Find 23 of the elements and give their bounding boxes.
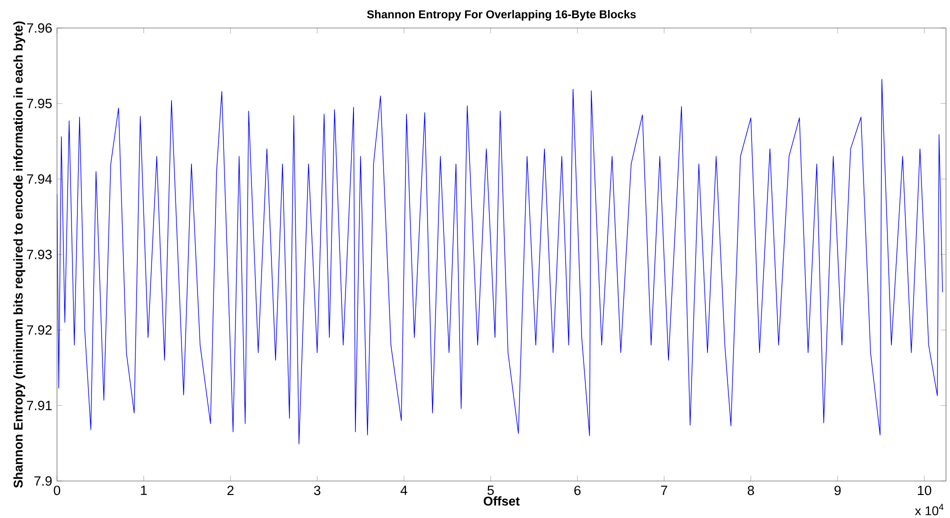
y-tick-label: 7.92 xyxy=(27,325,52,335)
chart-title: Shannon Entropy For Overlapping 16-Byte Blocks xyxy=(367,10,636,21)
y-tick-label: 7.96 xyxy=(27,23,52,33)
y-tick-label: 7.9 xyxy=(34,476,52,486)
text: x 10$^{4}$ xyxy=(915,504,944,516)
line-series xyxy=(57,79,943,444)
x-tick-label: 7 xyxy=(661,486,668,495)
x-tick-label: 9 xyxy=(834,486,841,496)
x-tick-label: 3 xyxy=(314,486,320,496)
x-tick-label: 8 xyxy=(748,486,754,496)
x-tick-label: 10 xyxy=(918,486,932,496)
y-tick-label: 7.94 xyxy=(27,174,52,184)
y-axis-title: Shannon Entropy (minimum bits required to encode information in each byte) xyxy=(13,21,26,488)
y-tick-label: 7.91 xyxy=(27,400,52,410)
x-tick-label: 6 xyxy=(574,486,581,496)
y-tick-label: 7.93 xyxy=(27,250,52,260)
y-tick-label: 7.95 xyxy=(27,98,52,108)
x-axis-title: Offset xyxy=(484,496,520,506)
x-tick-label: 2 xyxy=(227,486,234,496)
x-tick-label: 0 xyxy=(54,486,60,496)
x-tick-label: 4 xyxy=(400,486,408,495)
x-tick-label: 1 xyxy=(141,486,147,495)
x-tick-label: 5 xyxy=(488,486,494,496)
